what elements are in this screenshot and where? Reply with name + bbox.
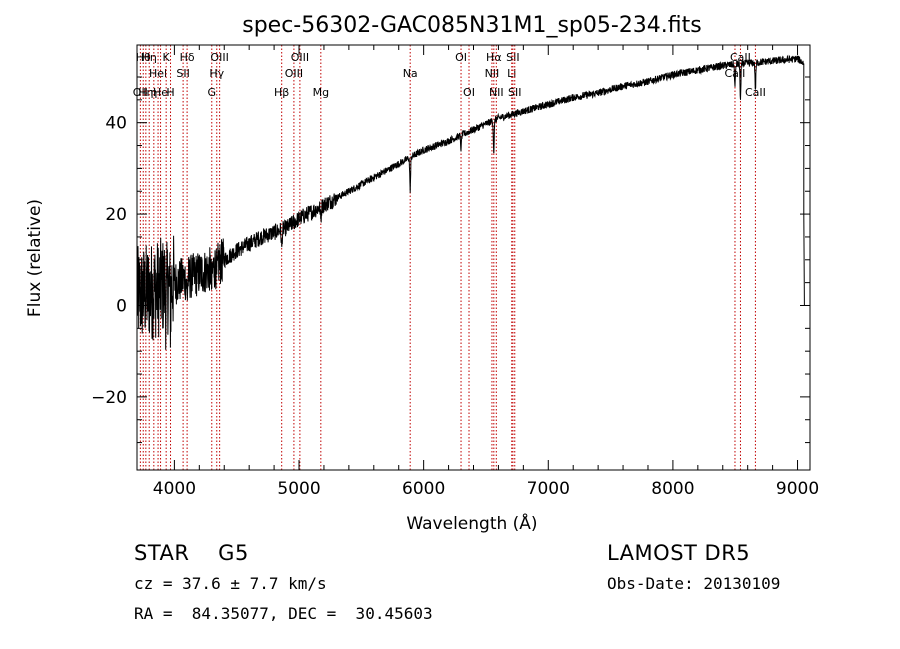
x-tick-label: 7000 xyxy=(527,479,570,499)
object-class: STAR G5 xyxy=(134,541,249,565)
line-marker-label: SII xyxy=(176,67,189,80)
spectrum-line xyxy=(136,54,805,350)
chart-title: spec-56302-GAC085N31M1_sp05-234.fits xyxy=(242,13,702,38)
line-marker-layer: OIIHθHηHηηHelHeKHSIIHδGHγOIIIHβOIIIOIIIM… xyxy=(133,45,766,470)
line-marker-label: Hη xyxy=(138,86,153,99)
line-marker-label: Hη xyxy=(142,51,157,64)
line-marker-label: Mg xyxy=(313,86,329,99)
x-tick-label: 5000 xyxy=(277,479,320,499)
redshift-cz: cz = 37.6 ± 7.7 km/s xyxy=(134,574,327,593)
line-marker-label: OI xyxy=(463,86,475,99)
line-marker-label: CaII xyxy=(745,86,766,99)
line-marker-label: Li xyxy=(507,67,516,80)
survey-name: LAMOST DR5 xyxy=(607,541,751,565)
line-marker-label: NII xyxy=(489,86,504,99)
line-marker-label: SII xyxy=(508,86,521,99)
line-marker-label: K xyxy=(163,51,171,64)
y-tick-label: 20 xyxy=(105,205,127,225)
line-marker-label: H xyxy=(166,86,174,99)
line-marker-label: Hα xyxy=(486,51,502,64)
line-marker-label: OI xyxy=(455,51,467,64)
line-marker-label: Hθ xyxy=(136,51,151,64)
line-marker-label: Na xyxy=(403,67,418,80)
line-marker-label: Hel xyxy=(149,67,167,80)
line-marker-label: Hδ xyxy=(180,51,195,64)
line-marker-label: OIII xyxy=(285,67,303,80)
observation-date: Obs-Date: 20130109 xyxy=(607,574,781,593)
x-tick-label: 8000 xyxy=(651,479,694,499)
x-tick-label: 4000 xyxy=(153,479,196,499)
x-axis-label: Wavelength (Å) xyxy=(406,512,537,534)
x-tick-label: 9000 xyxy=(776,479,819,499)
y-tick-label: 40 xyxy=(105,114,127,134)
y-axis-label: Flux (relative) xyxy=(25,199,45,317)
line-marker-label: NII xyxy=(485,67,500,80)
ra-dec: RA = 84.35077, DEC = 30.45603 xyxy=(134,604,433,623)
line-marker-label: Hβ xyxy=(274,86,289,99)
line-marker-label: η xyxy=(150,86,157,99)
line-marker-label: SII xyxy=(506,51,519,64)
line-marker-label: Hγ xyxy=(209,67,224,80)
x-tick-label: 6000 xyxy=(402,479,445,499)
axis-ticks: 4000 5000 6000 7000 8000 9000 −20 0 20 40 xyxy=(91,45,819,499)
y-tick-label: 0 xyxy=(116,296,127,316)
plot-frame xyxy=(136,44,811,471)
line-marker-label: OIII xyxy=(291,51,309,64)
line-marker-label: OIII xyxy=(210,51,228,64)
line-marker-label: G xyxy=(208,86,217,99)
y-tick-label: −20 xyxy=(91,388,127,408)
line-marker-label: He xyxy=(153,86,168,99)
